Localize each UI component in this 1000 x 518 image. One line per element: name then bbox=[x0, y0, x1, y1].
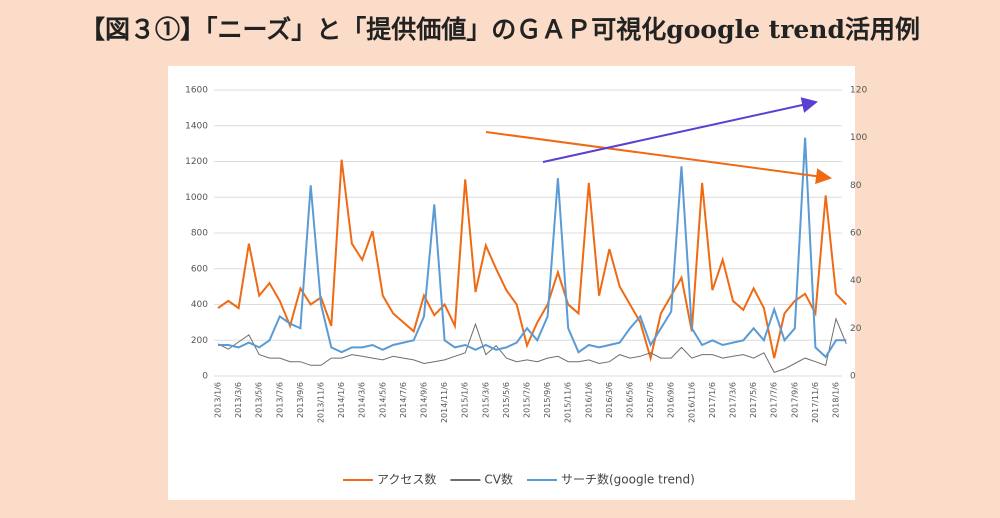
trend-arrow bbox=[485, 131, 832, 185]
y2-tick-label: 0 bbox=[850, 372, 856, 382]
x-tick-label: 2017/3/6 bbox=[729, 382, 738, 418]
x-tick-label: 2015/1/6 bbox=[461, 382, 470, 418]
y2-tick-label: 100 bbox=[850, 133, 867, 143]
y-tick-label: 0 bbox=[202, 372, 208, 382]
y2-tick-label: 20 bbox=[850, 324, 862, 334]
x-tick-label: 2014/11/6 bbox=[440, 382, 449, 423]
y-tick-label: 400 bbox=[191, 300, 208, 310]
y2-tick-label: 40 bbox=[850, 276, 862, 286]
x-tick-label: 2015/11/6 bbox=[564, 382, 573, 423]
x-tick-label: 2016/7/6 bbox=[646, 382, 655, 418]
x-tick-label: 2016/9/6 bbox=[667, 382, 676, 418]
x-tick-label: 2017/9/6 bbox=[790, 382, 799, 418]
plot: 0 200 400 600 800 1000 1200 1400 1600 0 20 40 60 80 10… bbox=[185, 86, 867, 487]
y2-tick-label: 120 bbox=[850, 86, 867, 96]
x-tick-label: 2013/5/6 bbox=[255, 382, 264, 418]
x-tick-label: 2015/3/6 bbox=[481, 382, 490, 418]
legend-label: サーチ数(google trend) bbox=[561, 472, 695, 487]
x-tick-label: 2014/3/6 bbox=[358, 382, 367, 418]
x-tick-label: 2015/9/6 bbox=[543, 382, 552, 418]
x-tick-label: 2017/1/6 bbox=[708, 382, 717, 418]
chart-title: 【図３①】「ニーズ」と「提供価値」のＧＡＰ可視化google trend活用例 bbox=[80, 15, 920, 44]
y-tick-label: 200 bbox=[191, 336, 208, 346]
x-tick-label: 2013/1/6 bbox=[214, 382, 223, 418]
x-tick-label: 2017/11/6 bbox=[811, 382, 820, 423]
chart-area bbox=[168, 66, 855, 500]
y-tick-label: 1200 bbox=[185, 157, 208, 167]
legend-label: アクセス数 bbox=[377, 472, 436, 487]
y2-tick-label: 80 bbox=[850, 181, 862, 191]
y-tick-label: 800 bbox=[191, 229, 208, 239]
x-tick-label: 2013/7/6 bbox=[275, 382, 284, 418]
y-tick-label: 1000 bbox=[185, 193, 208, 203]
x-tick-label: 2016/5/6 bbox=[626, 382, 635, 418]
y-tick-label: 1400 bbox=[185, 121, 208, 131]
x-tick-label: 2018/1/6 bbox=[832, 382, 841, 418]
x-tick-label: 2015/5/6 bbox=[502, 382, 511, 418]
trend-arrow bbox=[542, 97, 818, 163]
series-line bbox=[218, 137, 847, 359]
x-tick-label: 2013/3/6 bbox=[234, 382, 243, 418]
x-tick-label: 2017/7/6 bbox=[770, 382, 779, 418]
x-tick-label: 2016/11/6 bbox=[687, 382, 696, 423]
x-tick-label: 2013/9/6 bbox=[296, 382, 305, 418]
x-tick-label: 2014/9/6 bbox=[420, 382, 429, 418]
y-tick-label: 1600 bbox=[185, 86, 208, 96]
x-tick-label: 2014/7/6 bbox=[399, 382, 408, 418]
x-tick-label: 2015/7/6 bbox=[523, 382, 532, 418]
x-tick-label: 2013/11/6 bbox=[317, 382, 326, 423]
x-tick-label: 2016/1/6 bbox=[584, 382, 593, 418]
x-tick-label: 2017/5/6 bbox=[749, 382, 758, 418]
y2-tick-label: 60 bbox=[850, 229, 862, 239]
x-tick-label: 2014/1/6 bbox=[337, 382, 346, 418]
legend-label: CV数 bbox=[484, 472, 513, 487]
x-tick-label: 2016/3/6 bbox=[605, 382, 614, 418]
x-tick-label: 2014/5/6 bbox=[378, 382, 387, 418]
y-tick-label: 600 bbox=[191, 264, 208, 274]
series-line bbox=[217, 317, 847, 374]
